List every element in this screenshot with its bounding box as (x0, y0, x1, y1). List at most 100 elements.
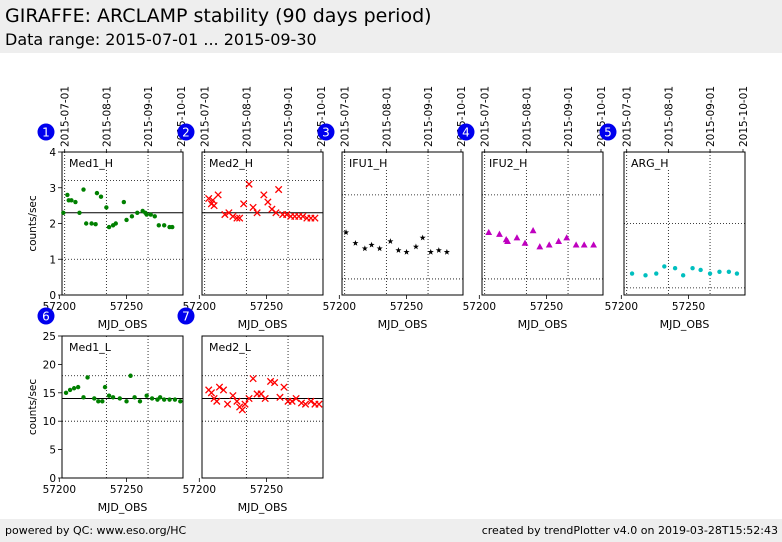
panel-label: IFU2_H (489, 157, 527, 170)
data-point (288, 397, 296, 405)
date-tick-label: 2015-09-01 (705, 86, 717, 147)
x-tick-label: 57200 (463, 301, 496, 313)
panel-3: 2015-07-01 2015-08-01 2015-09-01 2015-10-01… (317, 86, 468, 331)
data-point (261, 394, 269, 403)
axes-frame (201, 151, 324, 296)
data-point (698, 267, 703, 273)
panel-number: 6 (42, 310, 50, 324)
data-point (726, 269, 732, 274)
data-point (102, 384, 108, 390)
data-point (98, 194, 104, 199)
data-point (249, 203, 257, 212)
data-point (270, 378, 279, 387)
y-tick-label: 2 (49, 219, 56, 231)
date-tick-label: 2015-09-01 (283, 86, 295, 147)
data-point (157, 395, 163, 400)
data-point (207, 389, 216, 397)
data-point (121, 199, 127, 205)
data-point (513, 234, 521, 241)
data-point (221, 210, 229, 219)
data-point (301, 400, 310, 408)
data-point (223, 400, 232, 408)
panel-label: Med1_H (69, 157, 113, 170)
data-point (69, 198, 74, 203)
data-point (272, 209, 280, 217)
panel-label-background (628, 155, 680, 170)
data-point (93, 222, 98, 227)
data-point (654, 271, 659, 276)
data-point (368, 241, 375, 248)
panel-number: 5 (604, 126, 612, 140)
axes-frame (481, 151, 604, 296)
y-axis-label: counts/sec (27, 195, 39, 252)
data-point (311, 214, 319, 222)
data-point (124, 217, 129, 223)
date-tick-label: 2015-07-01 (340, 86, 352, 147)
data-point (395, 247, 402, 253)
y-tick-label: 20 (43, 359, 56, 371)
x-tick-label: 57250 (250, 484, 283, 496)
x-axis-label: MJD_OBS (98, 501, 148, 514)
page-title: GIRAFFE: ARCLAMP stability (90 days peri… (5, 5, 432, 27)
data-point (161, 223, 167, 228)
y-tick-label: 4 (49, 147, 56, 159)
panel-label: IFU1_H (349, 157, 387, 170)
y-tick-label: 10 (43, 416, 56, 428)
data-range-subtitle: Data range: 2015-07-01 ... 2015-09-30 (5, 30, 317, 49)
data-point (172, 397, 178, 402)
data-point (496, 230, 503, 237)
x-axis-label: MJD_OBS (238, 501, 288, 514)
axes-frame (201, 335, 324, 479)
data-point (387, 238, 394, 244)
data-point (161, 397, 167, 402)
data-point (419, 234, 426, 241)
data-point (233, 397, 241, 405)
date-tick-label: 2015-10-01 (738, 86, 750, 147)
data-point (361, 245, 368, 252)
x-axis-label: MJD_OBS (518, 318, 568, 331)
data-point (137, 399, 143, 404)
date-tick-label: 2015-07-01 (200, 86, 212, 147)
data-point (485, 228, 493, 236)
data-point (629, 271, 635, 276)
data-point (89, 221, 94, 226)
data-point (135, 210, 140, 215)
data-point (572, 241, 580, 248)
data-point (245, 180, 253, 188)
data-point (215, 383, 224, 391)
panel-number-badge (37, 307, 55, 325)
data-point (92, 396, 97, 401)
data-point (113, 221, 118, 226)
panel-label: Med2_L (209, 341, 252, 354)
axes-frame (623, 151, 746, 296)
panel-number: 3 (322, 126, 330, 140)
panel-number-badge (177, 123, 195, 141)
x-tick-label: 57250 (390, 301, 423, 313)
x-tick-label: 57250 (672, 301, 705, 313)
data-point (504, 237, 511, 244)
data-point (81, 395, 86, 400)
y-axis-label: counts/sec (27, 379, 39, 436)
panel-label-background (206, 339, 258, 354)
data-point (84, 221, 89, 226)
x-tick-label: 57250 (250, 301, 283, 313)
data-point (144, 393, 149, 398)
data-point (167, 397, 172, 402)
data-point (205, 194, 213, 203)
data-point (580, 241, 588, 248)
x-axis-label: MJD_OBS (660, 318, 710, 331)
data-point (435, 247, 442, 253)
panel-6: 57200 57250 MJD_OBS 0 5 10 15 20 25 counts/sec Med… (27, 307, 184, 514)
data-point (71, 386, 77, 391)
data-point (94, 190, 100, 196)
data-point (233, 214, 241, 222)
data-point (245, 394, 253, 403)
x-axis-label: MJD_OBS (238, 318, 288, 331)
axes-frame (341, 151, 464, 296)
data-point (124, 399, 129, 404)
panel-4: 2015-07-01 2015-08-01 2015-09-01 2015-10-01… (457, 86, 608, 331)
panel-number: 2 (182, 126, 190, 140)
data-point (280, 383, 288, 391)
data-point (690, 265, 695, 271)
date-tick-label: 2015-08-01 (101, 86, 113, 147)
